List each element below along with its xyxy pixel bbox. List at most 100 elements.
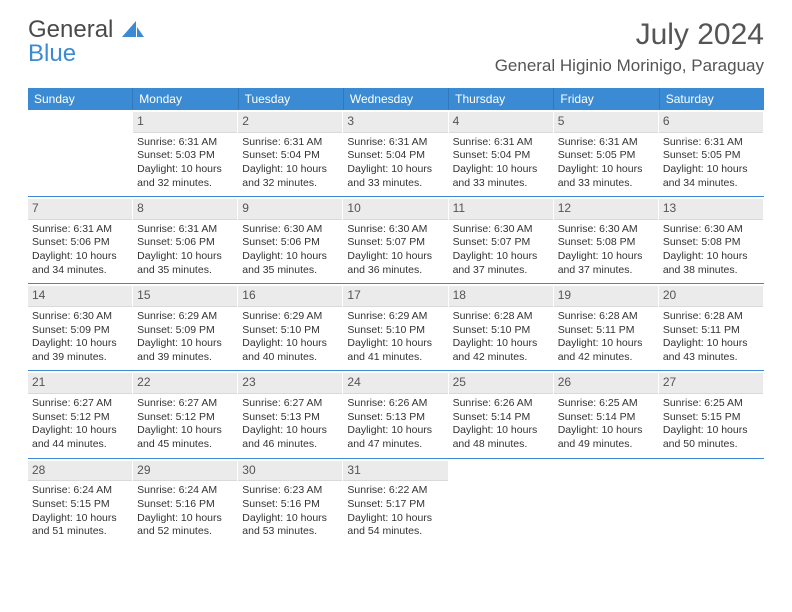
day-cell: 17Sunrise: 6:29 AMSunset: 5:10 PMDayligh… xyxy=(343,284,448,370)
day-number: 30 xyxy=(238,461,342,482)
week-row: 28Sunrise: 6:24 AMSunset: 5:15 PMDayligh… xyxy=(28,459,764,545)
day-number: 27 xyxy=(659,373,763,394)
sunset-text: Sunset: 5:05 PM xyxy=(558,149,654,163)
day-cell: 10Sunrise: 6:30 AMSunset: 5:07 PMDayligh… xyxy=(343,197,448,283)
sunrise-text: Sunrise: 6:31 AM xyxy=(558,136,654,150)
sunrise-text: Sunrise: 6:31 AM xyxy=(347,136,443,150)
sunset-text: Sunset: 5:08 PM xyxy=(663,236,759,250)
sunrise-text: Sunrise: 6:31 AM xyxy=(32,223,128,237)
daylight-text: Daylight: 10 hours and 38 minutes. xyxy=(663,250,759,277)
sunrise-text: Sunrise: 6:31 AM xyxy=(453,136,549,150)
daylight-text: Daylight: 10 hours and 40 minutes. xyxy=(242,337,338,364)
weekday-header: Tuesday xyxy=(239,88,344,110)
day-number: 1 xyxy=(133,112,237,133)
sunset-text: Sunset: 5:17 PM xyxy=(347,498,443,512)
sunrise-text: Sunrise: 6:30 AM xyxy=(347,223,443,237)
day-number: 7 xyxy=(28,199,132,220)
daylight-text: Daylight: 10 hours and 48 minutes. xyxy=(453,424,549,451)
day-cell: 20Sunrise: 6:28 AMSunset: 5:11 PMDayligh… xyxy=(659,284,764,370)
sunrise-text: Sunrise: 6:28 AM xyxy=(453,310,549,324)
daylight-text: Daylight: 10 hours and 47 minutes. xyxy=(347,424,443,451)
daylight-text: Daylight: 10 hours and 54 minutes. xyxy=(347,512,443,539)
sunrise-text: Sunrise: 6:22 AM xyxy=(347,484,443,498)
sunrise-text: Sunrise: 6:30 AM xyxy=(558,223,654,237)
header: General Blue July 2024 General Higinio M… xyxy=(28,18,764,76)
daylight-text: Daylight: 10 hours and 52 minutes. xyxy=(137,512,233,539)
daylight-text: Daylight: 10 hours and 35 minutes. xyxy=(137,250,233,277)
sunrise-text: Sunrise: 6:25 AM xyxy=(663,397,759,411)
sunset-text: Sunset: 5:09 PM xyxy=(137,324,233,338)
daylight-text: Daylight: 10 hours and 37 minutes. xyxy=(453,250,549,277)
sunset-text: Sunset: 5:11 PM xyxy=(558,324,654,338)
day-number: 2 xyxy=(238,112,342,133)
day-cell: 21Sunrise: 6:27 AMSunset: 5:12 PMDayligh… xyxy=(28,371,133,457)
sunset-text: Sunset: 5:13 PM xyxy=(242,411,338,425)
day-number: 28 xyxy=(28,461,132,482)
sunset-text: Sunset: 5:06 PM xyxy=(242,236,338,250)
sunrise-text: Sunrise: 6:30 AM xyxy=(453,223,549,237)
month-title: July 2024 xyxy=(495,18,764,52)
day-cell: 2Sunrise: 6:31 AMSunset: 5:04 PMDaylight… xyxy=(238,110,343,196)
day-cell: 7Sunrise: 6:31 AMSunset: 5:06 PMDaylight… xyxy=(28,197,133,283)
sunset-text: Sunset: 5:07 PM xyxy=(347,236,443,250)
day-cell: 31 Sunrise: 6:22 AMSunset: 5:17 PMDayligh… xyxy=(343,459,448,545)
daylight-text: Daylight: 10 hours and 42 minutes. xyxy=(558,337,654,364)
day-number: 19 xyxy=(554,286,658,307)
day-cell: 3Sunrise: 6:31 AMSunset: 5:04 PMDaylight… xyxy=(343,110,448,196)
day-number: 16 xyxy=(238,286,342,307)
daylight-text: Daylight: 10 hours and 32 minutes. xyxy=(137,163,233,190)
sunset-text: Sunset: 5:09 PM xyxy=(32,324,128,338)
daylight-text: Daylight: 10 hours and 49 minutes. xyxy=(558,424,654,451)
daylight-text: Daylight: 10 hours and 33 minutes. xyxy=(347,163,443,190)
daylight-text: Daylight: 10 hours and 34 minutes. xyxy=(663,163,759,190)
sunset-text: Sunset: 5:12 PM xyxy=(137,411,233,425)
sunrise-text: Sunrise: 6:23 AM xyxy=(242,484,338,498)
day-cell: 28Sunrise: 6:24 AMSunset: 5:15 PMDayligh… xyxy=(28,459,133,545)
day-number: 21 xyxy=(28,373,132,394)
day-number: 31 xyxy=(343,461,447,482)
sunrise-text: Sunrise: 6:29 AM xyxy=(242,310,338,324)
day-cell: 25Sunrise: 6:26 AMSunset: 5:14 PMDayligh… xyxy=(449,371,554,457)
daylight-text: Daylight: 10 hours and 45 minutes. xyxy=(137,424,233,451)
daylight-text: Daylight: 10 hours and 42 minutes. xyxy=(453,337,549,364)
day-number: 12 xyxy=(554,199,658,220)
title-block: July 2024 General Higinio Morinigo, Para… xyxy=(495,18,764,76)
daylight-text: Daylight: 10 hours and 35 minutes. xyxy=(242,250,338,277)
daylight-text: Daylight: 10 hours and 36 minutes. xyxy=(347,250,443,277)
sunset-text: Sunset: 5:10 PM xyxy=(242,324,338,338)
day-cell xyxy=(554,459,659,545)
sail-icon xyxy=(122,21,144,37)
daylight-text: Daylight: 10 hours and 33 minutes. xyxy=(453,163,549,190)
day-cell: 16 Sunrise: 6:29 AMSunset: 5:10 PMDayligh… xyxy=(238,284,343,370)
day-number: 17 xyxy=(343,286,447,307)
sunrise-text: Sunrise: 6:28 AM xyxy=(663,310,759,324)
day-cell: 15Sunrise: 6:29 AMSunset: 5:09 PMDayligh… xyxy=(133,284,238,370)
day-cell: 12Sunrise: 6:30 AMSunset: 5:08 PMDayligh… xyxy=(554,197,659,283)
sunrise-text: Sunrise: 6:31 AM xyxy=(137,223,233,237)
day-number: 23 xyxy=(238,373,342,394)
day-cell: 29Sunrise: 6:24 AMSunset: 5:16 PMDayligh… xyxy=(133,459,238,545)
day-cell: 24Sunrise: 6:26 AMSunset: 5:13 PMDayligh… xyxy=(343,371,448,457)
day-number: 11 xyxy=(449,199,553,220)
day-cell xyxy=(659,459,764,545)
sunset-text: Sunset: 5:07 PM xyxy=(453,236,549,250)
day-cell: 9Sunrise: 6:30 AMSunset: 5:06 PMDaylight… xyxy=(238,197,343,283)
sunset-text: Sunset: 5:15 PM xyxy=(663,411,759,425)
sunset-text: Sunset: 5:04 PM xyxy=(453,149,549,163)
daylight-text: Daylight: 10 hours and 37 minutes. xyxy=(558,250,654,277)
day-number: 5 xyxy=(554,112,658,133)
sunset-text: Sunset: 5:05 PM xyxy=(663,149,759,163)
sunset-text: Sunset: 5:04 PM xyxy=(242,149,338,163)
week-row: 21Sunrise: 6:27 AMSunset: 5:12 PMDayligh… xyxy=(28,371,764,457)
sunset-text: Sunset: 5:06 PM xyxy=(32,236,128,250)
sunrise-text: Sunrise: 6:25 AM xyxy=(558,397,654,411)
day-cell: 11 Sunrise: 6:30 AMSunset: 5:07 PMDayligh… xyxy=(449,197,554,283)
day-cell: 19Sunrise: 6:28 AMSunset: 5:11 PMDayligh… xyxy=(554,284,659,370)
weekday-header-row: SundayMondayTuesdayWednesdayThursdayFrid… xyxy=(28,88,764,110)
sunrise-text: Sunrise: 6:26 AM xyxy=(347,397,443,411)
weekday-header: Sunday xyxy=(28,88,133,110)
day-number: 18 xyxy=(449,286,553,307)
day-number: 26 xyxy=(554,373,658,394)
sunrise-text: Sunrise: 6:29 AM xyxy=(137,310,233,324)
week-row: 7Sunrise: 6:31 AMSunset: 5:06 PMDaylight… xyxy=(28,197,764,283)
